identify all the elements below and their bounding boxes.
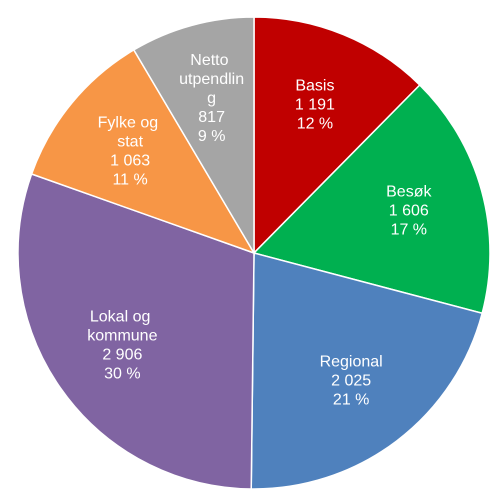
- slice-label: Lokal og kommune: [87, 308, 157, 344]
- pie-slice: [30, 48, 256, 255]
- pie-slice: [253, 16, 421, 255]
- value-label: 1 606: [389, 203, 429, 220]
- percent-label: 17 %: [391, 222, 427, 239]
- value-label: 2 025: [331, 373, 371, 390]
- pie-slice: [17, 173, 255, 490]
- pie-slice: [250, 252, 484, 490]
- slice-label: Regional: [320, 354, 383, 371]
- percent-label: 9 %: [198, 128, 226, 145]
- percent-label: 21 %: [333, 392, 369, 409]
- value-label: 817: [198, 109, 225, 126]
- slice-label: Netto utpendlin g: [179, 52, 244, 107]
- percent-label: 12 %: [297, 116, 333, 133]
- slice-label: Basis: [295, 78, 334, 95]
- percent-label: 30 %: [104, 365, 140, 382]
- slice-label: Besøk: [386, 184, 432, 201]
- pie-slice: [252, 83, 491, 315]
- pie-slice: [132, 16, 255, 256]
- value-label: 1 191: [295, 97, 335, 114]
- value-label: 1 063: [110, 152, 150, 169]
- slice-label: Fylke og stat: [98, 114, 163, 150]
- value-label: 2 906: [102, 346, 142, 363]
- percent-label: 11 %: [112, 171, 147, 188]
